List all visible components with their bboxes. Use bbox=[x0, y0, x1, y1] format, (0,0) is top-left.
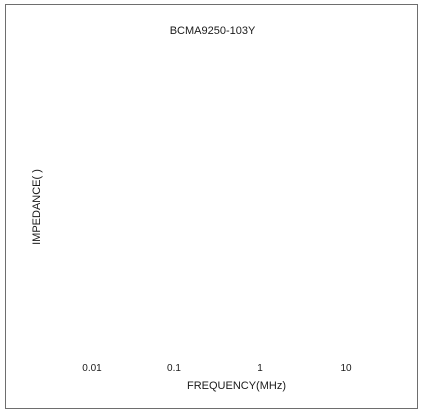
chart-title: BCMA9250-103Y bbox=[169, 25, 256, 37]
x-tick-label: 0.1 bbox=[167, 363, 181, 374]
chart-frame bbox=[5, 4, 418, 409]
x-tick-label: 0.01 bbox=[82, 363, 102, 374]
x-tick-label: 10 bbox=[340, 363, 352, 374]
x-axis-label: FREQUENCY(MHz) bbox=[187, 380, 286, 392]
x-tick-label: 1 bbox=[257, 363, 263, 374]
y-axis-label: IMPEDANCE( ) bbox=[31, 169, 43, 245]
